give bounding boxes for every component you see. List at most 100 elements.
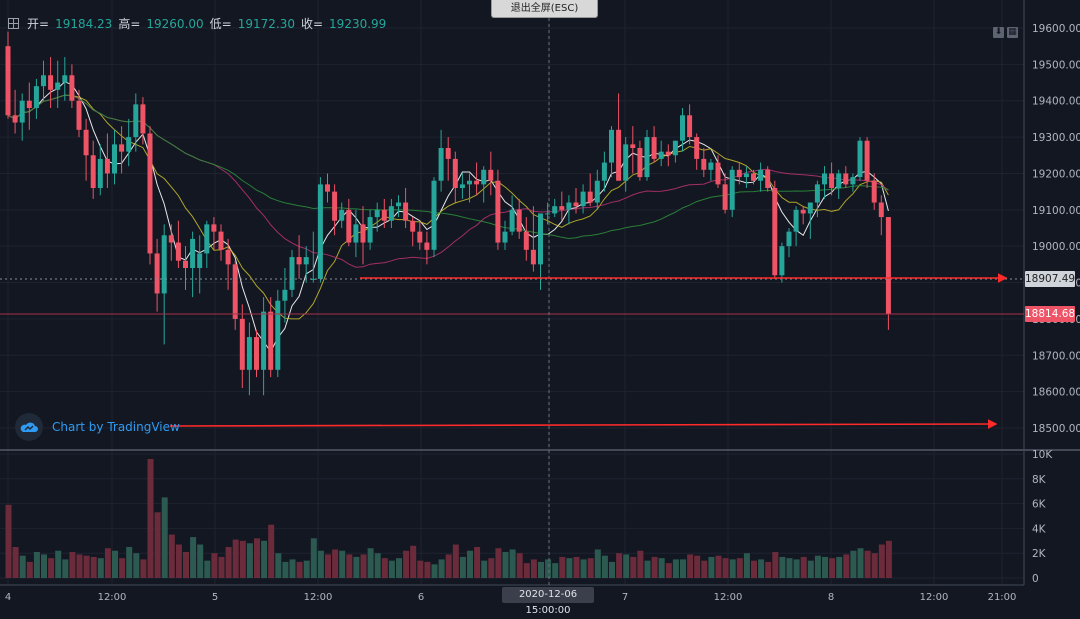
candle-body	[353, 224, 359, 243]
candle	[104, 133, 110, 188]
candle-body	[516, 209, 522, 232]
volume-bar	[772, 551, 779, 578]
crosshair-icon[interactable]	[8, 18, 19, 29]
volume-tick-label: 2K	[1032, 548, 1047, 560]
candle-body	[850, 177, 856, 185]
candle	[609, 126, 614, 178]
volume-bar	[424, 561, 431, 578]
candle	[637, 140, 643, 181]
candle	[133, 93, 139, 152]
candle-body	[552, 206, 558, 214]
volume-bar	[864, 550, 871, 578]
candle-body	[289, 257, 295, 290]
volume-bar	[367, 548, 374, 578]
candle-body	[55, 82, 61, 90]
volume-bar	[317, 550, 324, 578]
candle	[225, 238, 231, 290]
candle	[381, 198, 387, 228]
chart-controls: ⬇ ▦	[993, 27, 1018, 38]
candle	[573, 188, 579, 214]
candle	[325, 173, 330, 203]
candle	[161, 224, 167, 345]
volume-bar	[850, 550, 857, 578]
candle	[843, 166, 849, 188]
candle	[743, 166, 749, 188]
candle-body	[282, 289, 288, 301]
volume-bar	[119, 558, 126, 578]
candle-body	[367, 217, 373, 243]
volume-bar	[452, 544, 459, 578]
exit-fullscreen-button[interactable]: 退出全屏(ESC)	[491, 0, 598, 18]
candle-body	[822, 173, 827, 185]
candle-body	[183, 260, 188, 268]
overlays	[0, 0, 1024, 585]
candle	[374, 202, 380, 232]
volume-bar	[183, 551, 189, 578]
candle	[566, 195, 572, 225]
candle-body	[410, 220, 416, 232]
ohlc-legend: 开= 19184.23 高= 19260.00 低= 19172.30 收= 19230…	[8, 15, 386, 32]
volume-bar	[658, 558, 665, 578]
volume-bar	[481, 560, 488, 578]
candle-body	[246, 337, 252, 370]
candle-body	[459, 184, 465, 188]
candle-body	[445, 148, 451, 159]
volume-bar	[154, 512, 161, 578]
download-icon[interactable]: ⬇	[993, 27, 1004, 38]
candle	[822, 166, 827, 199]
volume-bar	[126, 547, 133, 578]
candle-body	[637, 148, 643, 178]
candle-body	[722, 184, 728, 210]
candle	[388, 198, 394, 228]
candle-body	[112, 144, 117, 174]
candle-body	[509, 209, 515, 232]
candle-body	[396, 202, 401, 207]
candle	[694, 133, 700, 170]
candle-body	[190, 238, 196, 268]
candle-body	[594, 180, 600, 203]
volume-bar	[12, 547, 19, 578]
candle-body	[573, 202, 579, 207]
candle	[147, 126, 153, 265]
price-tick-label: 19500.00	[1032, 59, 1080, 71]
high-label: 高=	[118, 17, 141, 31]
candle	[885, 217, 891, 330]
tradingview-branding[interactable]: Chart by TradingView	[15, 413, 180, 441]
volume-bar	[722, 558, 729, 578]
candle-body	[147, 133, 153, 254]
candle	[857, 137, 863, 181]
volume-bar	[339, 550, 346, 578]
settings-icon[interactable]: ▦	[1007, 27, 1018, 38]
candle-body	[168, 235, 174, 243]
crosshair-time-tag: 2020-12-06 15:00:00	[502, 587, 594, 616]
volume-bar	[609, 561, 615, 578]
candle-body	[275, 300, 281, 370]
candle	[715, 155, 721, 188]
volume-bar	[680, 559, 686, 578]
ma60-line	[7, 94, 889, 240]
volume-bar	[545, 559, 552, 578]
candle-body	[885, 217, 891, 314]
candle	[232, 260, 238, 330]
volume-bars	[5, 458, 892, 578]
candle-body	[296, 257, 302, 265]
candle	[800, 206, 806, 225]
candle	[644, 129, 650, 181]
candle	[509, 195, 515, 236]
volume-bar	[474, 547, 481, 578]
ma10-line	[7, 94, 889, 320]
candle-body	[154, 253, 160, 294]
candle	[5, 31, 11, 119]
volume-bar	[410, 545, 417, 578]
time-tick-label: 8	[828, 592, 834, 603]
volume-bar	[303, 560, 310, 578]
candle	[751, 169, 756, 185]
volume-bar	[310, 538, 317, 578]
candle-body	[381, 209, 387, 221]
volume-bar	[495, 548, 502, 578]
candle	[353, 209, 359, 258]
candle-body	[545, 213, 551, 215]
volume-bar	[807, 560, 814, 578]
